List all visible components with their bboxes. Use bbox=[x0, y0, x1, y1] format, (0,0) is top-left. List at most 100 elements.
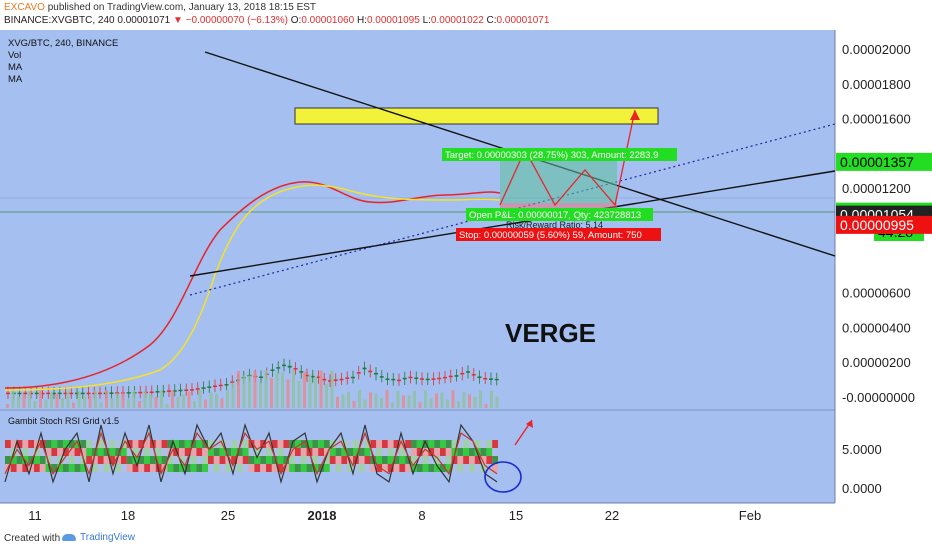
volume-bar bbox=[61, 398, 64, 408]
grid-cell bbox=[399, 456, 406, 464]
time-tick: 11 bbox=[28, 508, 42, 523]
candle bbox=[310, 375, 315, 378]
volume-bar bbox=[303, 371, 306, 408]
grid-cell bbox=[295, 440, 301, 448]
created-with-text: Created with bbox=[4, 533, 61, 544]
grid-cell bbox=[213, 456, 220, 464]
ascending-trendline[interactable] bbox=[189, 170, 836, 277]
grid-cell bbox=[28, 440, 34, 448]
price-tick: 0.00001200 bbox=[842, 181, 911, 196]
main-pane[interactable] bbox=[0, 30, 835, 410]
volume-bar bbox=[39, 390, 42, 408]
volume-bar bbox=[391, 402, 394, 408]
volume-bar bbox=[116, 393, 119, 408]
candle bbox=[17, 392, 22, 395]
grid-cell bbox=[364, 456, 371, 464]
volume-bar bbox=[385, 390, 389, 408]
grid-cell bbox=[277, 464, 284, 472]
dotted-trendline[interactable] bbox=[189, 123, 836, 296]
volume-bar bbox=[209, 392, 213, 408]
candle bbox=[322, 378, 327, 381]
grid-cell bbox=[92, 440, 98, 448]
grid-cell bbox=[428, 456, 435, 464]
grid-cell bbox=[68, 440, 75, 448]
target-badge: Target: 0.00000303 (28.75%) 303, Amount:… bbox=[442, 148, 677, 161]
volume-bar bbox=[22, 394, 26, 408]
grid-cell bbox=[492, 464, 498, 472]
volume-bar bbox=[83, 395, 86, 408]
candle bbox=[437, 377, 442, 380]
grid-cell bbox=[376, 448, 382, 456]
grid-cell bbox=[469, 440, 475, 448]
candle bbox=[471, 374, 476, 376]
volume-bar bbox=[88, 395, 92, 408]
volume-bar bbox=[204, 399, 207, 408]
grid-cell bbox=[231, 448, 237, 456]
grid-cell bbox=[237, 448, 243, 456]
grid-cell bbox=[457, 448, 464, 456]
grid-cell bbox=[440, 440, 446, 448]
grid-cell bbox=[213, 464, 220, 472]
grid-cell bbox=[63, 448, 69, 456]
price-chart[interactable]: Target: 0.00000303 (28.75%) 303, Amount:… bbox=[0, 0, 932, 527]
grid-cell bbox=[51, 456, 58, 464]
volume-bar bbox=[446, 399, 449, 408]
tradingview-label: TradingView bbox=[80, 532, 136, 543]
volume-bar bbox=[264, 370, 268, 408]
grid-cell bbox=[451, 456, 458, 464]
grid-cell bbox=[184, 440, 191, 448]
low-value: 0.00001022 bbox=[430, 15, 484, 26]
grid-cell bbox=[74, 456, 81, 464]
publisher-name[interactable]: EXCAVO bbox=[4, 2, 45, 13]
target-badge-text: Target: 0.00000303 (28.75%) 303, Amount:… bbox=[445, 150, 658, 161]
grid-cell bbox=[318, 440, 324, 448]
grid-cell bbox=[208, 464, 214, 472]
grid-cell bbox=[451, 464, 458, 472]
grid-cell bbox=[34, 464, 40, 472]
candle bbox=[448, 375, 453, 378]
grid-cell bbox=[150, 464, 156, 472]
candle bbox=[57, 392, 62, 395]
volume-bar bbox=[418, 402, 422, 408]
grid-cell bbox=[445, 440, 452, 448]
grid-cell bbox=[39, 448, 46, 456]
grid-cell bbox=[422, 464, 429, 472]
volume-bar bbox=[358, 390, 361, 408]
volume-bar bbox=[143, 391, 147, 408]
high-label: H: bbox=[356, 15, 367, 26]
candle bbox=[379, 376, 384, 378]
time-tick: Feb bbox=[739, 508, 761, 523]
grid-cell bbox=[208, 456, 214, 464]
candle bbox=[259, 376, 263, 378]
candle bbox=[161, 390, 166, 393]
grid-cell bbox=[376, 440, 382, 448]
grid-cell bbox=[63, 456, 69, 464]
tradingview-brand[interactable]: TradingView bbox=[62, 532, 135, 543]
grid-cell bbox=[347, 464, 353, 472]
grid-cell bbox=[358, 448, 365, 456]
price-tag: 0.00001357 bbox=[836, 152, 932, 171]
grid-cell bbox=[97, 448, 104, 456]
target-zone bbox=[500, 157, 617, 203]
volume-bar bbox=[363, 399, 367, 408]
grid-cell bbox=[457, 440, 464, 448]
grid-cell bbox=[196, 440, 203, 448]
grid-cell bbox=[277, 456, 284, 464]
resistance-zone[interactable] bbox=[294, 107, 659, 125]
candle bbox=[23, 392, 28, 395]
candle bbox=[328, 380, 332, 382]
published-text: published on TradingView.com, January 13… bbox=[44, 2, 317, 13]
grid-cell bbox=[86, 464, 92, 472]
volume-bar bbox=[341, 394, 345, 408]
legend-vol: Vol bbox=[8, 50, 21, 61]
candle bbox=[184, 389, 189, 392]
grid-cell bbox=[370, 440, 377, 448]
volume-bar bbox=[413, 391, 416, 408]
candle bbox=[201, 387, 206, 389]
grid-cell bbox=[358, 456, 365, 464]
footer: Created with TradingView bbox=[0, 527, 932, 550]
legend-title: XVG/BTC, 240, BINANCE bbox=[8, 38, 118, 49]
grid-cell bbox=[103, 448, 110, 456]
grid-cell bbox=[358, 440, 365, 448]
grid-cell bbox=[51, 448, 58, 456]
